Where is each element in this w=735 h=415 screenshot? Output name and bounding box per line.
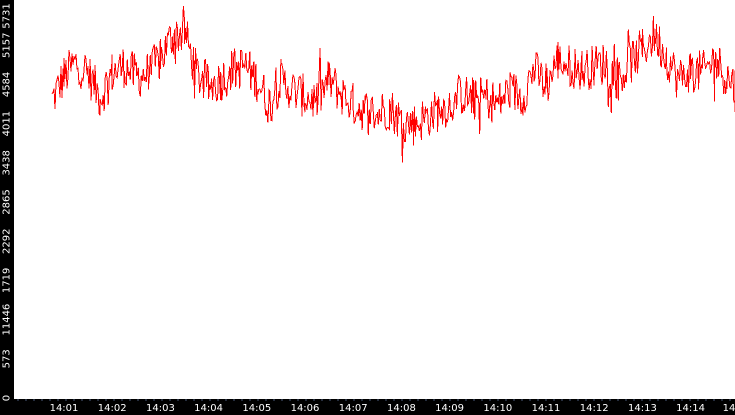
x-tick-label: 14:11 [532,403,561,414]
x-axis-band [0,399,735,415]
x-tick-label: 14 [723,403,735,414]
x-tick-label: 14:03 [146,403,175,414]
x-tick-label: 14:10 [483,403,512,414]
x-tick-label: 14:01 [50,403,79,414]
x-tick-label: 14:02 [98,403,127,414]
x-tick-label: 14:04 [194,403,223,414]
y-axis-band [0,0,14,415]
x-tick-label: 14:12 [580,403,609,414]
x-minor-ticks [17,399,731,401]
y-tick-label: 11446 [2,304,13,336]
series-line [51,5,735,163]
y-axis-ticks: 0 573 11446 1719 2292 2865 3438 4011 4584 5157 573… [2,3,13,401]
series-layer [51,5,735,163]
x-tick-label: 14:08 [387,403,416,414]
x-tick-label: 14:07 [339,403,368,414]
y-tick-label: 5157 [2,33,13,58]
y-tick-label: 2865 [2,189,13,214]
y-tick-label: 4011 [2,111,13,136]
y-tick-label: 4584 [2,72,13,97]
y-tick-label: 3438 [2,150,13,175]
y-tick-label: 2292 [2,229,13,254]
x-tick-label: 14:13 [628,403,657,414]
y-tick-label: 573 [2,349,13,368]
x-tick-label: 14:14 [676,403,705,414]
x-tick-label: 14:06 [291,403,320,414]
x-tick-label: 14:09 [435,403,464,414]
y-tick-label: 0 [2,395,13,401]
y-tick-label: 1719 [2,268,13,293]
x-tick-label: 14:05 [242,403,271,414]
y-tick-label: 5731 [2,3,13,28]
x-axis-ticks: 14:01 14:02 14:03 14:04 14:05 14:06 14:07 14:08… [50,403,735,414]
